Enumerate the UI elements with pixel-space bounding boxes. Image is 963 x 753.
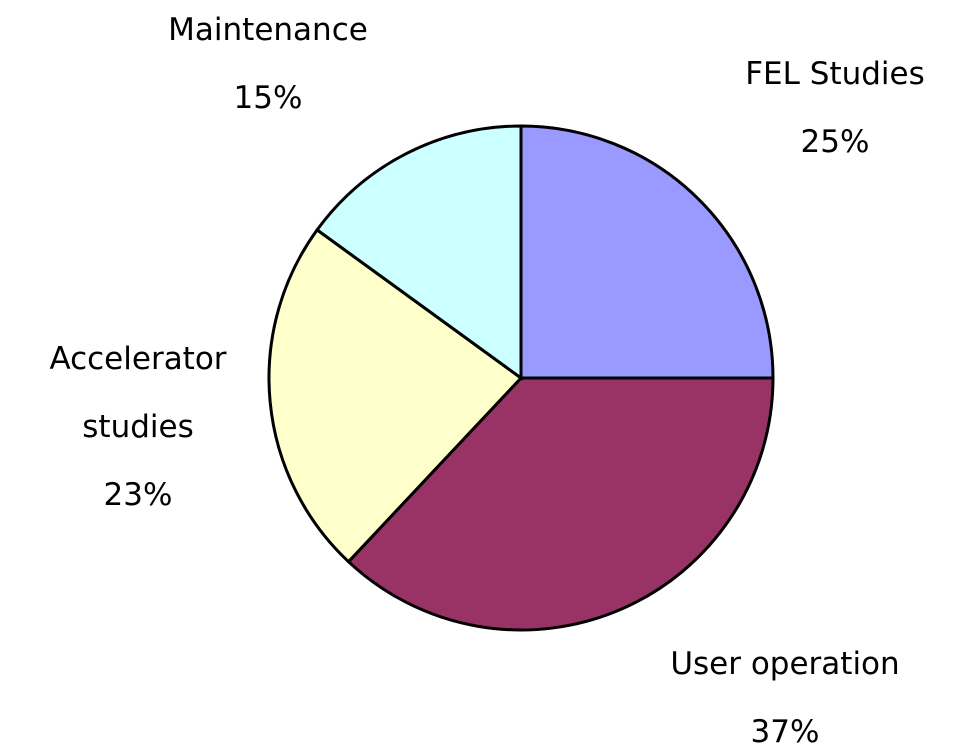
slice-label: Maintenance 15% — [128, 0, 408, 132]
category-name: Maintenance — [168, 12, 368, 48]
pie-slice — [519, 124, 775, 380]
slice-label: Accelerator studies 23% — [13, 325, 263, 529]
value-label: 37% — [750, 714, 820, 750]
pie-slice — [346, 376, 775, 632]
pie-slice — [267, 227, 524, 564]
value-label: 25% — [800, 124, 870, 160]
slice-label: User operation 37% — [625, 630, 945, 753]
value-label: 15% — [233, 80, 303, 116]
value-label: 23% — [103, 477, 173, 513]
slice-label: FEL Studies 25% — [705, 40, 963, 176]
pie-slice — [315, 124, 523, 381]
category-name: Accelerator studies — [49, 341, 227, 445]
category-name: User operation — [670, 646, 900, 682]
category-name: FEL Studies — [745, 56, 925, 92]
